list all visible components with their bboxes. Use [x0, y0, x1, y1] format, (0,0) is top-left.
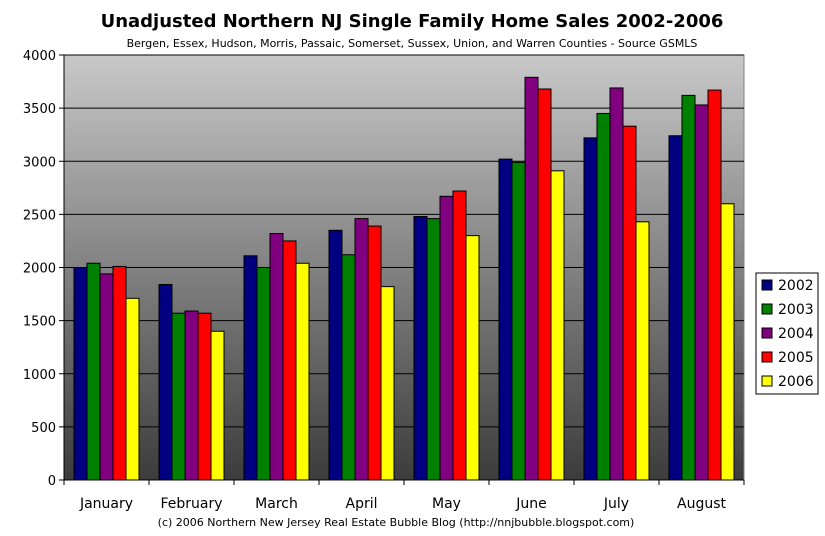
x-tick-label: January — [79, 496, 133, 512]
bar-2002-august — [668, 135, 683, 481]
bar-2002-march — [243, 255, 258, 481]
y-tick-label: 4000 — [23, 49, 56, 64]
bar-2006-june — [550, 170, 565, 481]
chart-title: Unadjusted Northern NJ Single Family Hom… — [101, 11, 724, 32]
x-tick-label: March — [255, 496, 298, 512]
y-tick-label: 1000 — [23, 368, 56, 383]
x-axis: January February March April May June July Augu… — [63, 479, 745, 512]
bar-2004-march — [269, 233, 284, 481]
bar-2005-march — [282, 240, 297, 481]
chart-footer: (c) 2006 Northern New Jersey Real Estate… — [158, 516, 635, 529]
bar-2005-may — [452, 190, 467, 481]
bar-2003-february — [171, 312, 186, 481]
x-tick-label: July — [603, 496, 629, 512]
legend-swatch-2005 — [761, 351, 773, 363]
y-tick-label: 3000 — [23, 155, 56, 170]
bar-2004-february — [184, 310, 199, 481]
y-tick-label: 2000 — [23, 262, 56, 277]
bar-2006-january — [125, 297, 140, 481]
bar-2006-february — [210, 330, 225, 481]
x-tick-label: April — [346, 496, 378, 512]
bar-2003-march — [256, 267, 271, 481]
x-tick-label: February — [160, 496, 222, 512]
legend-label-2002: 2002 — [778, 278, 814, 294]
bar-2006-may — [465, 235, 480, 481]
bar-2004-january — [99, 273, 114, 481]
legend: 2002 2003 2004 2005 2006 — [755, 272, 819, 395]
bar-2005-february — [197, 312, 212, 481]
legend-swatch-2006 — [761, 375, 773, 387]
y-tick-label: 2500 — [23, 208, 56, 223]
x-tick-label: May — [432, 496, 461, 512]
bar-2002-may — [413, 216, 428, 481]
bar-2005-january — [112, 265, 127, 481]
bar-2003-january — [86, 262, 101, 481]
bar-2004-august — [694, 104, 709, 481]
bar-2005-august — [707, 89, 722, 481]
y-tick-label: 500 — [31, 421, 56, 436]
bar-2002-july — [583, 137, 598, 481]
legend-swatch-2002 — [761, 279, 773, 291]
legend-label-2003: 2003 — [778, 302, 814, 318]
x-tick-label: June — [515, 496, 547, 512]
bar-2002-january — [73, 267, 88, 481]
legend-swatch-2004 — [761, 327, 773, 339]
y-tick-label: 0 — [48, 474, 56, 489]
bar-2005-april — [367, 225, 382, 481]
legend-label-2005: 2005 — [778, 350, 814, 366]
bar-2004-april — [354, 218, 369, 481]
bar-2003-may — [426, 218, 441, 481]
bar-2002-april — [328, 229, 343, 481]
y-axis: 0 500 1000 1500 2000 2500 3000 3500 4000 — [23, 49, 65, 489]
bar-2002-june — [498, 158, 513, 481]
bar-2002-february — [158, 284, 173, 481]
bar-2005-june — [537, 88, 552, 481]
bar-2004-may — [439, 195, 454, 481]
bar-2006-august — [720, 203, 735, 481]
x-tick-label: August — [677, 496, 727, 512]
bar-2005-july — [622, 125, 637, 481]
bar-2003-august — [681, 94, 696, 481]
y-tick-label: 3500 — [23, 102, 56, 117]
bar-2003-july — [596, 112, 611, 481]
chart-subtitle: Bergen, Essex, Hudson, Morris, Passaic, … — [127, 37, 698, 50]
bar-2004-july — [609, 87, 624, 481]
bar-2006-march — [295, 262, 310, 481]
bar-2006-july — [635, 221, 650, 481]
bar-2004-june — [524, 76, 539, 481]
bar-2003-april — [341, 254, 356, 481]
bar-2003-june — [511, 161, 526, 481]
legend-label-2006: 2006 — [778, 374, 814, 390]
bar-2006-april — [380, 286, 395, 481]
legend-label-2004: 2004 — [778, 326, 814, 342]
legend-swatch-2003 — [761, 303, 773, 315]
y-tick-label: 1500 — [23, 315, 56, 330]
